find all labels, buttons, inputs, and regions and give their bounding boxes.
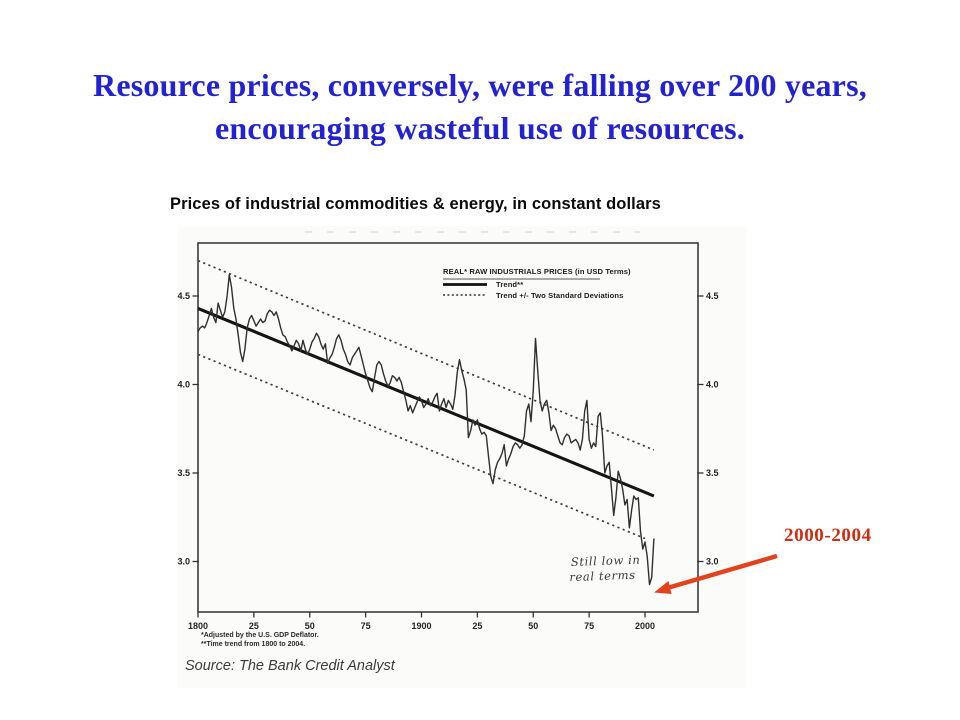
data-line [197,274,655,586]
y-tick-label-right: 4.5 [706,291,719,301]
x-tick-label: 50 [528,621,538,631]
y-tick-label-left: 4.5 [177,291,190,301]
lower-band-line [197,353,646,540]
legend-title: REAL* RAW INDUSTRIALS PRICES (in USD Ter… [443,267,631,276]
x-tick-label: 25 [249,621,259,631]
x-tick-label: 25 [472,621,482,631]
x-tick-label: 75 [584,621,594,631]
x-axis: 1800 25 50 75 1900 25 50 75 2000 [188,612,655,631]
y-axis: 4.5 4.5 4.0 4.0 3.5 3.5 3.0 3.0 [177,291,718,567]
callout-arrow-shaft [668,553,778,590]
annotation-line2: real terms [569,568,636,584]
footnote-2: **Time trend from 1800 to 2004. [201,641,305,648]
y-tick-label-right: 3.5 [706,468,719,478]
trend-line [197,306,655,498]
callout-arrow [654,553,778,594]
legend-trend-label: Trend** [496,280,523,289]
legend-band-label: Trend +/- Two Standard Deviations [496,291,623,300]
annotation-line1: Still low in [571,553,641,569]
chart-scan-image [178,226,746,688]
x-tick-label: 50 [305,621,315,631]
plot-area-border [197,242,699,613]
slide-title-line2: encouraging wasteful use of resources. [215,110,745,146]
slide-title: Resource prices, conversely, were fallin… [0,64,960,150]
x-tick-label: 1800 [188,621,208,631]
footnote-1: *Adjusted by the U.S. GDP Deflator. [201,632,319,639]
y-tick-label-left: 4.0 [177,380,190,390]
upper-band-line [197,259,655,451]
x-tick-label: 2000 [635,621,655,631]
handwritten-annotation: Still low in real terms [569,553,641,584]
x-tick-label: 75 [361,621,371,631]
x-tick-label: 1900 [411,621,431,631]
source-text: Source: The Bank Credit Analyst [185,658,395,674]
y-tick-label-left: 3.5 [177,468,190,478]
y-tick-label-left: 3.0 [177,557,190,567]
chart-heading: Prices of industrial commodities & energ… [170,195,661,213]
callout-arrow-head [654,581,672,594]
y-tick-label-right: 4.0 [706,380,719,390]
slide-title-line1: Resource prices, conversely, were fallin… [93,67,867,103]
y-tick-label-right: 3.0 [706,557,719,567]
legend: REAL* RAW INDUSTRIALS PRICES (in USD Ter… [443,267,631,300]
callout-label: 2000-2004 [784,525,872,546]
plot-series [197,259,655,586]
